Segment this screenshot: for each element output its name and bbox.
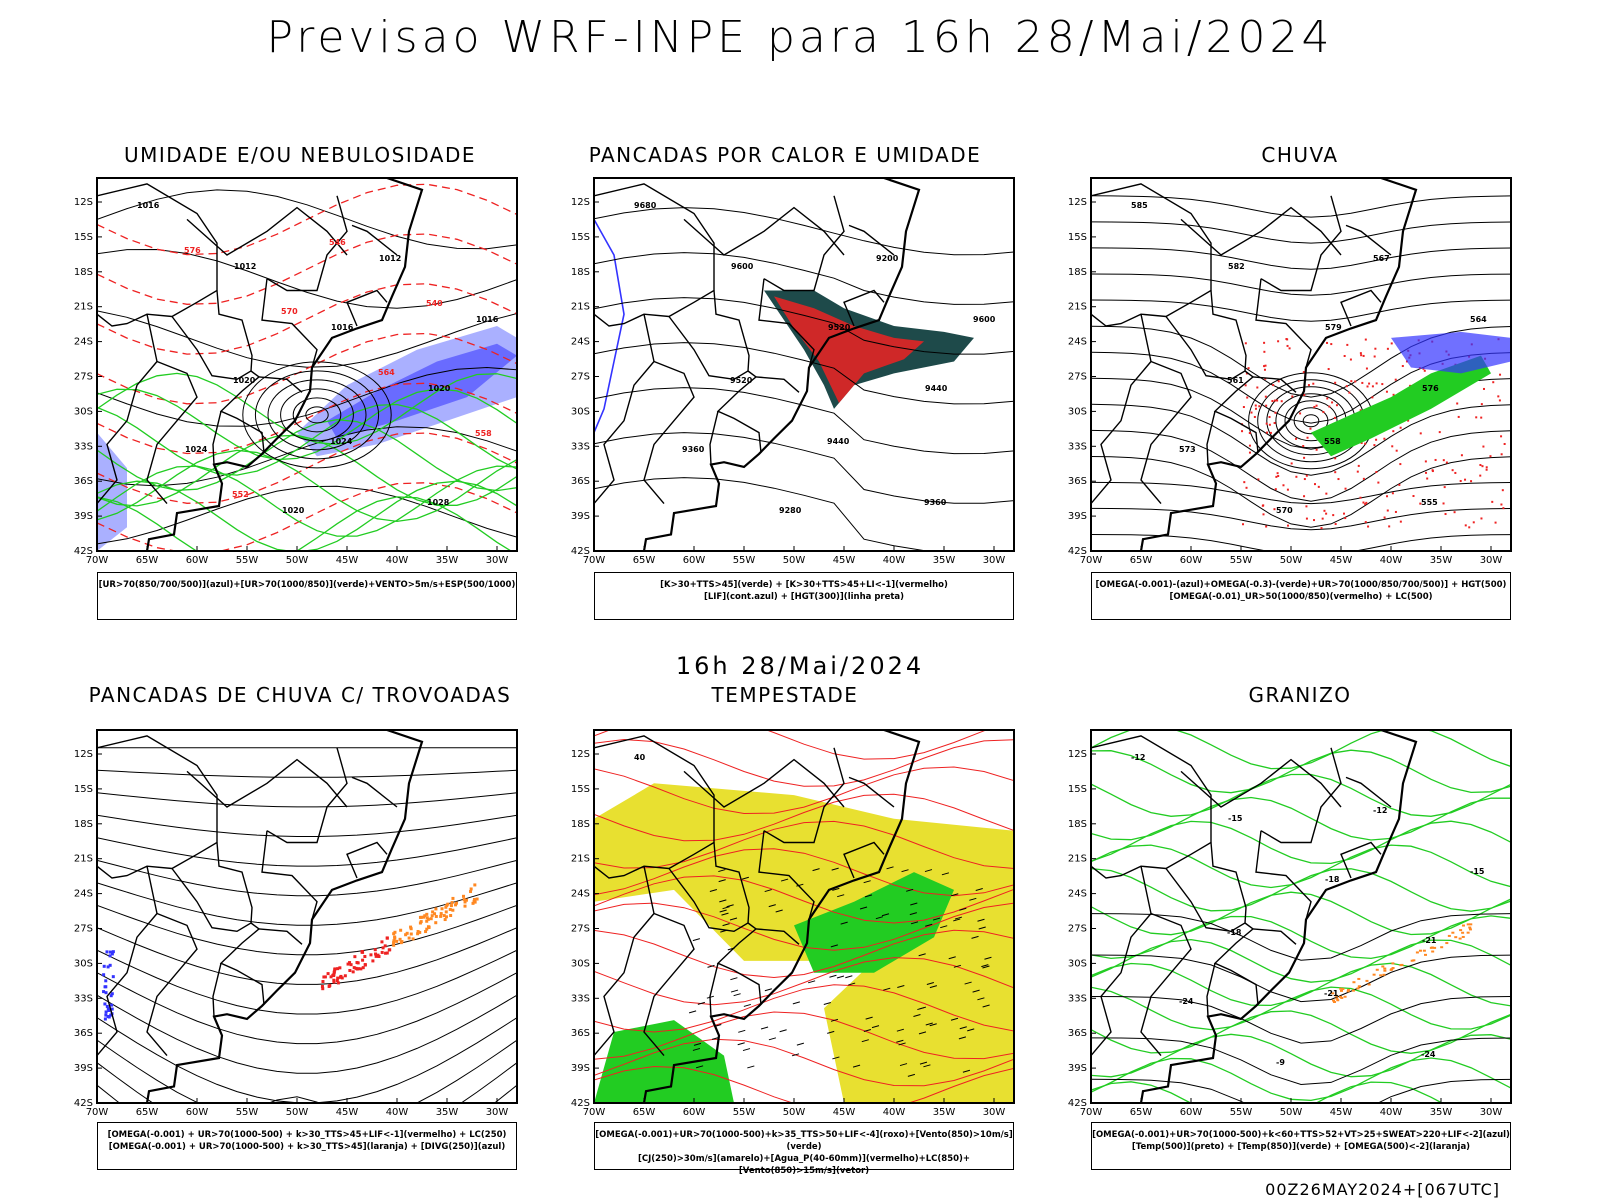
legend-box: [UR>70(850/700/500)](azul)+[UR>70(1000/8… [97, 572, 517, 620]
legend-line: [UR>70(850/700/500)](azul)+[UR>70(1000/8… [98, 580, 516, 590]
legend-line: [CJ(250)>30m/s](amarelo)+[Agua_P(40-60mm… [637, 1154, 971, 1176]
panel-title: PANCADAS DE CHUVA C/ TROVOADAS [88, 683, 512, 707]
panel-granizo: GRANIZO [1060, 683, 1540, 1185]
legend-box: [K>30+TTS>45](verde) + [K>30+TTS>45+LI<-… [594, 572, 1014, 620]
legend-line: [OMEGA(-0.001)-(azul)+OMEGA(-0.3)-(verde… [1095, 580, 1507, 590]
panel-title: CHUVA [1261, 143, 1339, 167]
legend-box: [OMEGA(-0.001)-(azul)+OMEGA(-0.3)-(verde… [1091, 572, 1511, 620]
panel-pancadas-trovoadas: PANCADAS DE CHUVA C/ TROVOADAS [60, 683, 540, 1185]
legend-line: [K>30+TTS>45](verde) + [K>30+TTS>45+LI<-… [660, 580, 948, 590]
panel-title: GRANIZO [1248, 683, 1352, 707]
panel-tempestade: TEMPESTADE [545, 683, 1025, 1185]
legend-line: [OMEGA(-0.001)+UR>70(1000-500)+k>35_TTS>… [595, 1130, 1013, 1152]
legend-line: [OMEGA(-0.001) + UR>70(1000-500) + k>30_… [108, 1142, 506, 1152]
legend-line: [Temp(500)](preto) + [Temp(850)](verde) … [1131, 1142, 1471, 1152]
page-title: Previsao WRF-INPE para 16h 28/Mai/2024 [266, 12, 1334, 63]
run-time-footer: 00Z26MAY2024+[067UTC] [1265, 1180, 1500, 1199]
legend-box: [OMEGA(-0.001)+UR>70(1000-500)+k>35_TTS>… [594, 1122, 1014, 1176]
panel-title: PANCADAS POR CALOR E UMIDADE [588, 143, 982, 167]
panel-title: UMIDADE E/OU NEBULOSIDADE [123, 143, 477, 167]
legend-line: [LIF](cont.azul) + [HGT(300)](linha pret… [703, 592, 905, 602]
panel-chuva: CHUVA [1060, 143, 1540, 645]
panel-umidade: UMIDADE E/OU NEBULOSIDADE [60, 143, 540, 645]
legend-line: [OMEGA(-0.001)+UR>70(1000-500)+k<60+TTS>… [1092, 1130, 1510, 1140]
panel-title: TEMPESTADE [711, 683, 859, 707]
legend-line: [OMEGA(-0.001) + UR>70(1000-500) + k>30_… [107, 1130, 507, 1140]
legend-box: [OMEGA(-0.001)+UR>70(1000-500)+k<60+TTS>… [1091, 1122, 1511, 1170]
mid-date-label: 16h 28/Mai/2024 [675, 652, 925, 680]
legend-line: [OMEGA(-0.01)_UR>50(1000/850)(vermelho) … [1169, 592, 1433, 602]
legend-box: [OMEGA(-0.001) + UR>70(1000-500) + k>30_… [97, 1122, 517, 1170]
panel-pancadas-calor: PANCADAS POR CALOR E UMIDADE [545, 143, 1025, 645]
